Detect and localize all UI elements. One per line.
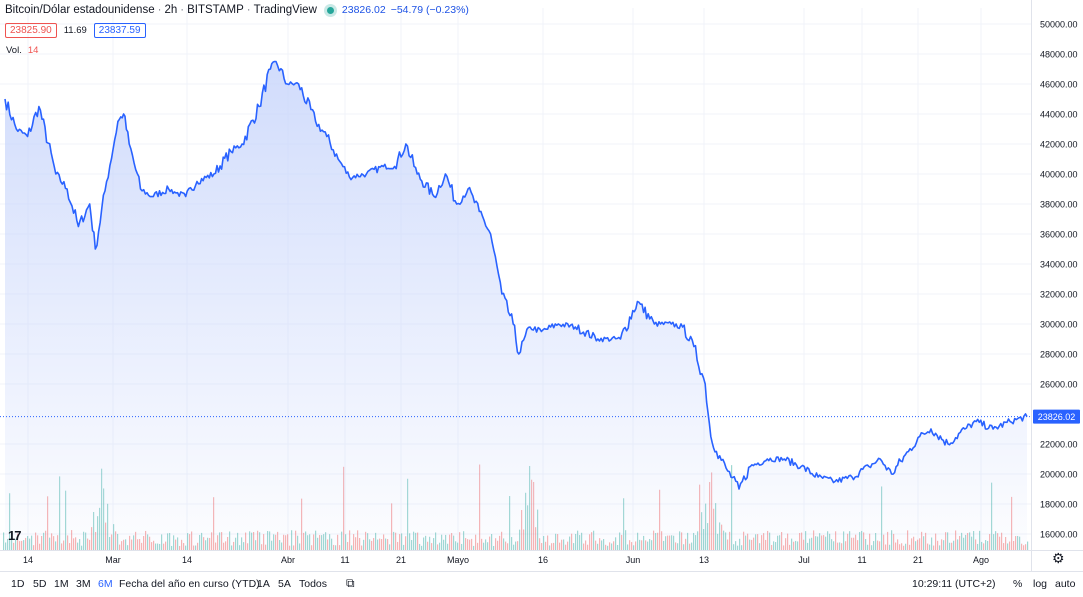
price-area-fill [5, 61, 1027, 550]
volume-value: 14 [27, 45, 39, 56]
chart-settings-gear-icon[interactable]: ⚙ [1052, 550, 1065, 566]
x-tick-label: Jul [798, 555, 810, 565]
y-axis: 50000.00 48000.00 46000.00 44000.00 42000.00… [0, 0, 1083, 571]
header-separator: · [157, 4, 162, 16]
range-ytd-button[interactable]: Fecha del año en curso (YTD) [119, 578, 260, 590]
last-price-tag-layer: 23826.02 [0, 409, 1080, 424]
x-tick-label: 16 [538, 555, 548, 565]
y-tick-label: 46000.00 [1040, 80, 1078, 90]
y-tick-label: 48000.00 [1040, 50, 1078, 60]
header-separator: · [180, 4, 185, 16]
y-tick-label: 50000.00 [1040, 20, 1078, 30]
y-tick-label: 28000.00 [1040, 350, 1078, 360]
range-6m-button[interactable]: 6M [98, 578, 113, 590]
x-tick-label: 11 [340, 555, 349, 565]
volume-label: Vol. [6, 45, 22, 56]
x-tick-label: 21 [396, 555, 406, 565]
x-axis: 14 Mar 14 Abr 11 21 Mayo 16 Jun 13 Jul 11 21 Ago [23, 555, 989, 565]
y-tick-label: 18000.00 [1040, 500, 1078, 510]
log-scale-toggle[interactable]: log [1033, 578, 1048, 590]
y-tick-label: 22000.00 [1040, 440, 1078, 450]
x-tick-label: Abr [281, 555, 295, 565]
y-tick-label: 30000.00 [1040, 320, 1078, 330]
last-price-tag-label: 23826.02 [1038, 412, 1076, 422]
spread-value: 11.69 [63, 25, 87, 36]
last-price-tag [1033, 409, 1080, 424]
price-line [4, 60, 1028, 490]
y-tick-label: 26000.00 [1040, 380, 1078, 390]
x-tick-label: 14 [23, 555, 33, 565]
x-tick-label: Mar [105, 555, 121, 565]
market-open-icon [326, 6, 334, 14]
ask-price-button[interactable]: 23837.59 [93, 23, 146, 38]
y-tick-label: 32000.00 [1040, 290, 1078, 300]
y-tick-label: 36000.00 [1040, 230, 1078, 240]
bid-price-button[interactable]: 23825.90 [5, 23, 57, 38]
interval-label[interactable]: 2h [164, 4, 178, 16]
source-label: TradingView [253, 4, 317, 16]
price-change-value: −54.79 (−0.23%) [390, 4, 469, 16]
calendar-range-icon[interactable]: ⧉ [346, 576, 355, 590]
range-all-button[interactable]: Todos [299, 578, 328, 590]
bid-ask-row: 23825.90 11.69 23837.59 [5, 23, 146, 38]
chart-header: Bitcoin/Dólar estadounidense · 2h · BITS… [5, 4, 469, 16]
x-tick-label: 14 [182, 555, 192, 565]
y-tick-label: 40000.00 [1040, 170, 1078, 180]
x-tick-label: Mayo [447, 555, 469, 565]
price-line-layer [4, 60, 1028, 490]
price-area [5, 61, 1027, 550]
volume-bar [3, 532, 5, 550]
last-price-value: 23826.02 [341, 4, 386, 16]
x-tick-label: 13 [699, 555, 709, 565]
auto-scale-toggle[interactable]: auto [1055, 578, 1076, 590]
range-3m-button[interactable]: 3M [76, 578, 91, 590]
y-tick-label: 20000.00 [1040, 470, 1078, 480]
range-1d-button[interactable]: 1D [11, 578, 25, 590]
range-5d-button[interactable]: 5D [33, 578, 47, 590]
symbol-title[interactable]: Bitcoin/Dólar estadounidense [5, 4, 155, 16]
y-tick-label: 38000.00 [1040, 200, 1078, 210]
y-tick-label: 34000.00 [1040, 260, 1078, 270]
range-1y-button[interactable]: 1A [257, 578, 270, 590]
y-tick-label: 42000.00 [1040, 140, 1078, 150]
x-tick-label: Jun [626, 555, 641, 565]
tradingview-logo-icon[interactable]: 17 [8, 528, 22, 543]
range-1m-button[interactable]: 1M [54, 578, 69, 590]
y-tick-label: 44000.00 [1040, 110, 1078, 120]
exchange-label: BITSTAMP [187, 4, 244, 16]
price-chart[interactable]: 50000.00 48000.00 46000.00 44000.00 42000.00… [0, 0, 1083, 571]
range-5y-button[interactable]: 5A [278, 578, 291, 590]
percent-scale-toggle[interactable]: % [1013, 578, 1023, 590]
header-separator: · [246, 4, 251, 16]
volume-bar [1027, 541, 1029, 550]
x-tick-label: 11 [857, 555, 866, 565]
x-tick-label: 21 [913, 555, 923, 565]
bottom-toolbar: 1D 5D 1M 3M 6M Fecha del año en curso (Y… [0, 571, 1083, 597]
clock-time[interactable]: 10:29:11 (UTC+2) [912, 578, 996, 590]
y-tick-label: 16000.00 [1040, 530, 1078, 540]
x-tick-label: Ago [973, 555, 989, 565]
volume-legend[interactable]: Vol. 14 [6, 45, 38, 56]
